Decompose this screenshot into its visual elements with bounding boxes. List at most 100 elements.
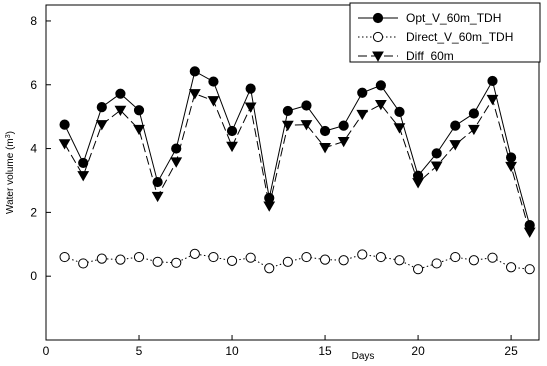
data-point	[338, 255, 349, 266]
x-tick-label: 0	[43, 344, 50, 358]
data-point	[133, 105, 145, 116]
data-point	[487, 75, 498, 87]
data-point	[431, 258, 442, 269]
y-tick-label: 6	[30, 78, 37, 92]
data-point	[152, 256, 163, 267]
data-point	[356, 109, 369, 121]
legend-label: Diff_60m	[406, 49, 454, 63]
data-point	[264, 192, 275, 204]
data-point	[151, 191, 164, 203]
data-point	[319, 125, 331, 137]
legend: Opt_V_60m_TDH Direct_V_60m_TDH Diff_60m	[349, 2, 541, 63]
data-point	[133, 251, 145, 263]
data-point	[95, 120, 108, 131]
data-point	[152, 176, 163, 188]
series-line	[64, 70, 531, 226]
data-point	[245, 83, 256, 94]
data-point	[450, 251, 461, 263]
data-point	[170, 157, 183, 168]
legend-marker	[372, 12, 384, 24]
legend-marker	[372, 31, 384, 43]
y-axis-title: Water volume (m3)	[5, 131, 17, 214]
x-tick-label: 15	[318, 344, 332, 358]
data-point	[301, 100, 312, 111]
data-point	[245, 252, 256, 263]
data-point	[59, 119, 70, 130]
data-point	[208, 76, 219, 87]
data-point	[319, 143, 331, 154]
x-tick-label: 5	[136, 344, 143, 358]
y-tick-label: 2	[30, 205, 37, 219]
series-1	[59, 66, 535, 231]
series-layer	[58, 66, 536, 275]
data-point	[114, 105, 127, 117]
data-point	[281, 120, 294, 132]
data-point	[282, 105, 293, 117]
data-point	[375, 251, 386, 263]
data-point	[301, 251, 312, 263]
data-point	[226, 125, 238, 137]
data-point	[115, 88, 126, 99]
data-point	[412, 178, 424, 189]
data-point	[171, 257, 182, 268]
data-point	[523, 227, 536, 238]
data-point	[77, 171, 90, 182]
data-point	[449, 140, 462, 151]
x-tick-label: 10	[225, 344, 239, 358]
data-point	[207, 96, 220, 107]
data-point	[487, 252, 498, 263]
data-point	[431, 148, 442, 159]
data-point	[357, 249, 368, 260]
series-3	[58, 89, 536, 238]
data-point	[189, 248, 200, 259]
data-point	[468, 108, 479, 119]
data-point	[188, 89, 201, 100]
data-point	[78, 157, 89, 169]
legend-label: Opt_V_60m_TDH	[406, 11, 501, 25]
x-axis-title: Days	[352, 351, 375, 362]
data-point	[394, 255, 405, 266]
data-point	[467, 124, 480, 136]
data-point	[393, 123, 406, 134]
data-point	[505, 262, 517, 273]
data-point	[300, 120, 313, 131]
data-point	[78, 258, 89, 269]
series-2	[59, 248, 535, 275]
series-line	[64, 93, 531, 233]
data-point	[338, 120, 349, 131]
data-point	[357, 87, 368, 98]
data-point	[226, 255, 238, 266]
data-point	[59, 251, 70, 263]
data-point	[394, 106, 405, 117]
legend-marker	[372, 51, 384, 62]
legend-label: Direct_V_60m_TDH	[406, 30, 513, 44]
data-point	[374, 99, 387, 111]
y-tick-label: 4	[30, 142, 37, 156]
data-point	[505, 161, 517, 173]
data-point	[244, 102, 257, 113]
data-point	[319, 254, 331, 265]
data-point	[264, 263, 275, 274]
data-point	[337, 136, 350, 148]
data-point	[375, 80, 386, 91]
plot-area: 0 2 4 6 8 0 5 10 15 20 25 Days Water volume (m3)	[5, 4, 540, 362]
data-point	[96, 101, 107, 113]
data-point	[486, 94, 499, 106]
data-point	[226, 141, 238, 153]
plot-frame	[45, 4, 540, 341]
data-point	[208, 251, 219, 263]
data-point	[412, 264, 424, 275]
data-point	[282, 256, 293, 267]
data-point	[450, 120, 461, 131]
data-point	[58, 139, 71, 150]
x-tick-label: 25	[504, 344, 518, 358]
data-point	[468, 255, 479, 266]
data-point	[96, 253, 107, 264]
y-tick-label: 0	[30, 269, 37, 283]
data-point	[430, 161, 443, 172]
data-point	[171, 143, 182, 154]
x-tick-label: 20	[411, 344, 425, 358]
data-point	[189, 66, 200, 77]
data-point	[524, 264, 535, 275]
